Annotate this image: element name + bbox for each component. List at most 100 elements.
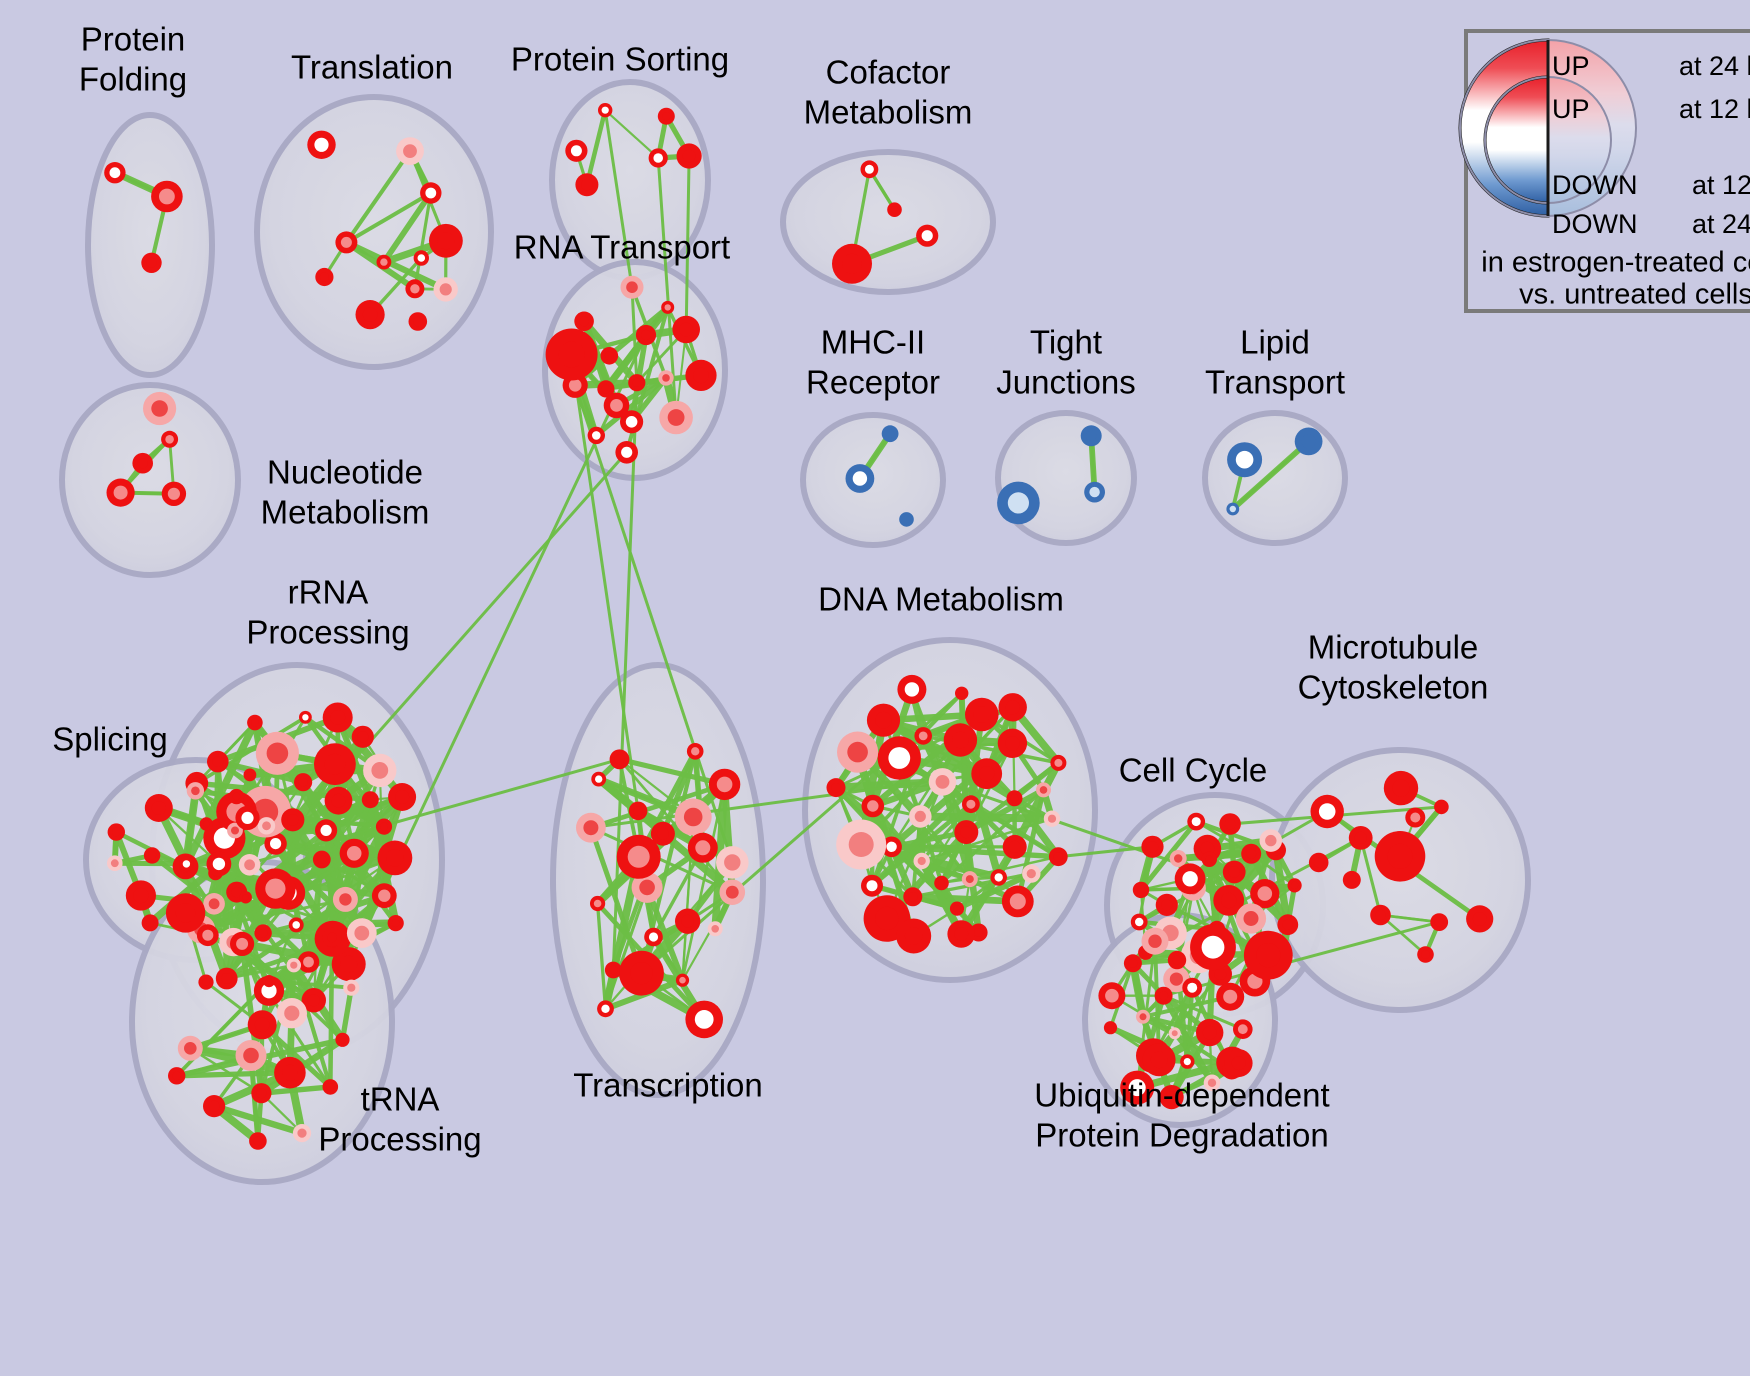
node-inner-core [610, 399, 623, 412]
node-inner-core [208, 1100, 220, 1112]
node-inner-core [1354, 831, 1367, 844]
network-edge [1015, 787, 1046, 904]
node-inner-core [1214, 968, 1227, 980]
node-inner-core [1246, 848, 1257, 859]
node-inner-core [679, 322, 694, 337]
node-inner-core [242, 894, 249, 901]
node-inner-core [570, 145, 582, 157]
cluster-label-mhc-ii-receptor: Receptor [806, 364, 940, 401]
node-inner-core [109, 167, 121, 179]
node-inner-core [413, 316, 423, 327]
node-inner-core [231, 886, 242, 898]
network-edge [573, 383, 734, 864]
node-inner-core [1472, 912, 1487, 926]
node-inner-core [667, 409, 685, 426]
node-inner-core [331, 793, 346, 808]
node-inner-core [1053, 852, 1064, 862]
node-inner-core [191, 786, 200, 796]
node-inner-core [1191, 817, 1201, 827]
node-inner-core [875, 906, 899, 931]
legend-up-24-label: UP [1552, 51, 1590, 81]
node-inner-core [110, 859, 119, 868]
cluster-label-tight-junctions: Junctions [996, 364, 1135, 401]
node-inner-core [148, 851, 157, 860]
node-inner-core [724, 854, 741, 871]
node-inner-core [953, 905, 961, 913]
node-inner-core [625, 416, 638, 428]
node-inner-core [1207, 1078, 1217, 1088]
node-inner-core [1237, 1024, 1248, 1035]
node-inner-core [885, 429, 895, 438]
node-inner-core [1410, 812, 1421, 823]
node-inner-core [954, 927, 969, 941]
node-inner-core [908, 892, 918, 902]
node-inner-core [243, 1047, 259, 1064]
node-inner-core [1421, 950, 1430, 959]
network-edge [588, 782, 727, 831]
node-inner-core [172, 1071, 182, 1081]
node-inner-core [1009, 893, 1026, 910]
cluster-label-tight-junctions: Tight [1030, 324, 1102, 361]
node-inner-core [866, 880, 878, 892]
node-inner-core [1010, 794, 1019, 803]
network-edge [589, 772, 989, 830]
node-inner-core [146, 257, 157, 268]
node-inner-core [693, 367, 709, 384]
node-inner-core [253, 1136, 263, 1146]
network-edge [1231, 439, 1311, 511]
node-inner-core [290, 961, 298, 969]
cluster-label-trna-processing: tRNA [361, 1081, 440, 1118]
node-inner-core [298, 777, 308, 787]
node-inner-core [112, 827, 121, 837]
cluster-label-translation: Translation [291, 49, 453, 86]
node-inner-core [1148, 934, 1162, 948]
node-inner-core [1171, 1030, 1178, 1037]
network-edge [344, 191, 433, 245]
network-edge [112, 860, 222, 867]
node-inner-core [165, 435, 174, 444]
node-inner-core [236, 937, 249, 950]
network-edge [339, 985, 354, 1043]
legend-up-12-time: at 12 hrs [1679, 94, 1750, 124]
node-inner-core [902, 515, 911, 524]
network-edge [888, 844, 1062, 860]
node-inner-core [725, 885, 739, 899]
node-inner-core [265, 978, 273, 985]
node-inner-core [151, 801, 166, 815]
node-inner-core [208, 898, 220, 910]
node-inner-core [395, 790, 410, 804]
network-edge [380, 190, 434, 266]
node-inner-core [1005, 736, 1020, 751]
node-inner-core [632, 378, 642, 388]
node-inner-core [262, 821, 271, 831]
node-inner-core [581, 178, 593, 191]
node-inner-core [601, 106, 609, 114]
network-edge [327, 934, 335, 1090]
node-inner-core [664, 304, 671, 311]
node-inner-core [601, 384, 611, 394]
node-inner-core [270, 838, 282, 850]
node-inner-core [691, 747, 700, 756]
node-inner-core [1434, 917, 1444, 927]
node-inner-core [317, 855, 327, 864]
node-inner-core [1085, 430, 1097, 442]
node-inner-core [1128, 958, 1138, 968]
node-inner-core [864, 164, 874, 174]
cluster-label-splicing: Splicing [52, 721, 168, 758]
network-edge [595, 901, 608, 1011]
node-inner-core [1161, 899, 1173, 911]
node-inner-core [347, 983, 356, 992]
cluster-label-dna-metabolism: DNA Metabolism [818, 581, 1064, 618]
node-inner-core [1054, 758, 1063, 767]
node-inner-core [327, 932, 337, 943]
node-inner-core [662, 374, 670, 382]
cluster-label-transcription: Transcription [573, 1067, 763, 1104]
node-inner-core [425, 187, 437, 199]
network-edge [603, 108, 634, 289]
network-edge [344, 149, 413, 245]
node-inner-core [592, 431, 601, 440]
cluster-label-protein-folding: Folding [79, 61, 187, 98]
node-inner-core [695, 840, 711, 856]
node-inner-core [604, 351, 614, 361]
